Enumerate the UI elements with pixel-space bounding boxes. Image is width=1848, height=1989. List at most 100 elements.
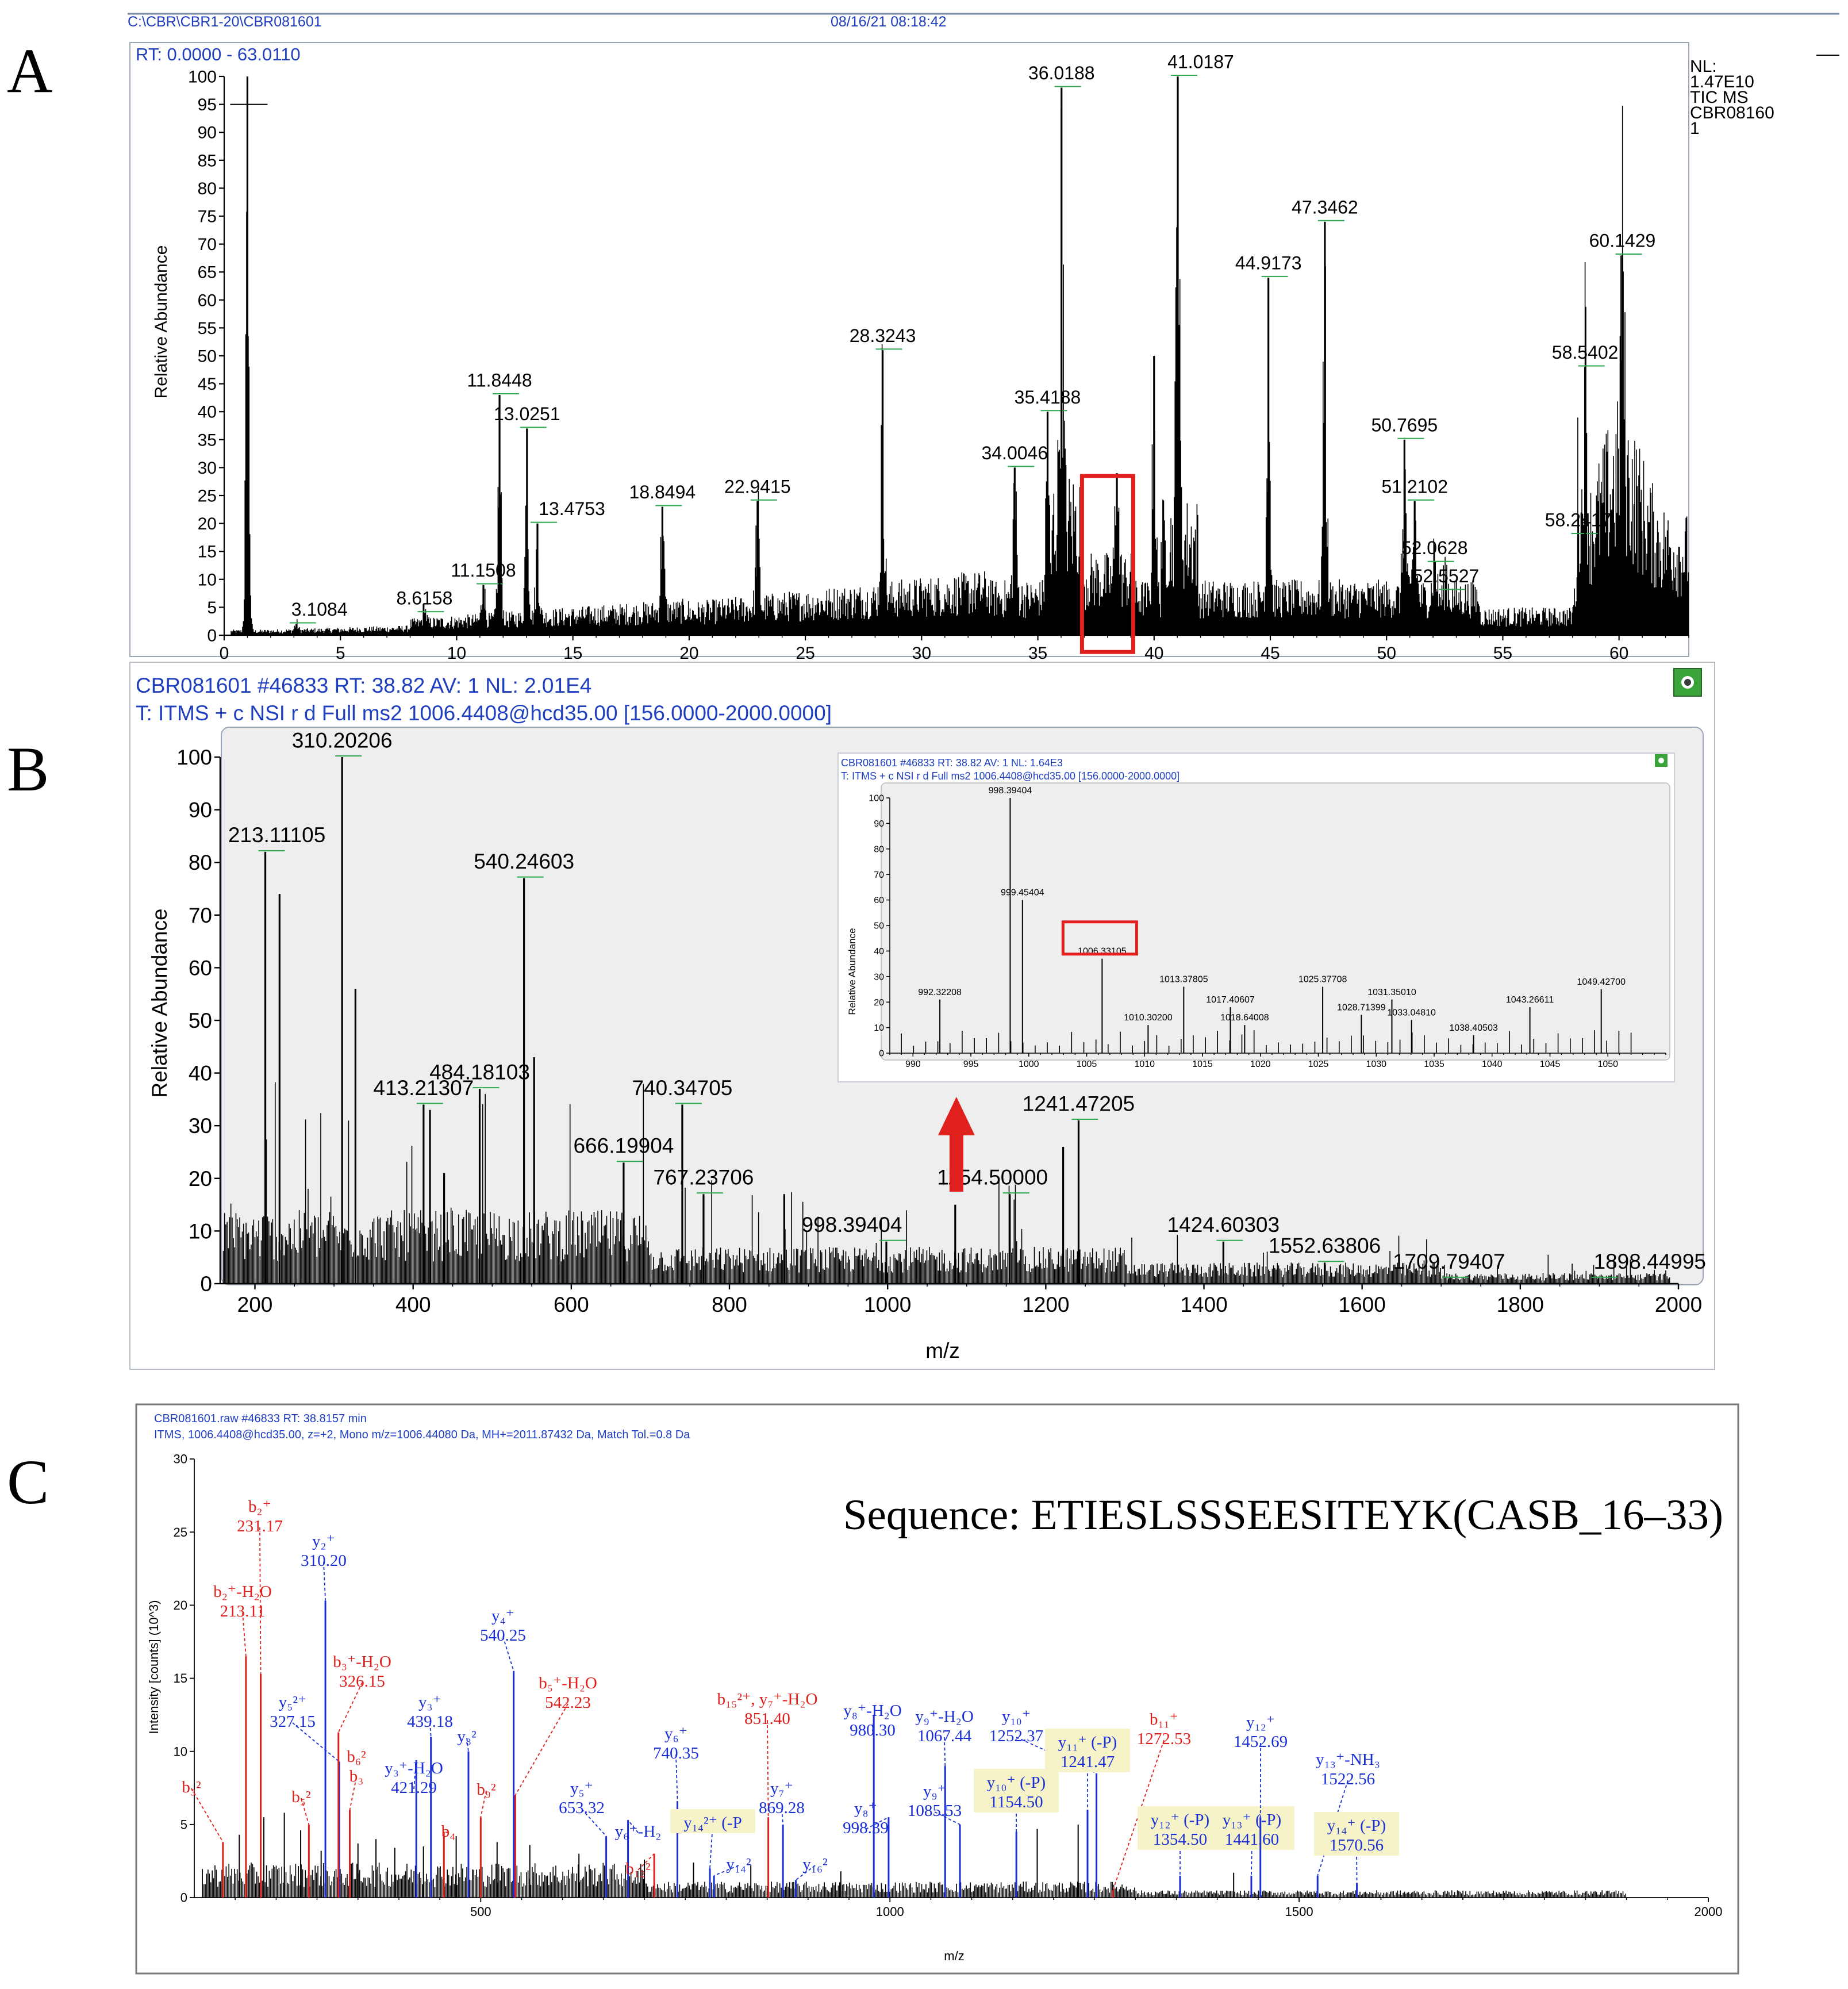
ion-label: 439.18: [407, 1712, 453, 1731]
panel-label-b: B: [7, 734, 49, 804]
x-tick-label: 1000: [864, 1293, 911, 1316]
x-tick-label: 1400: [1180, 1293, 1227, 1316]
y-tick-label: 90: [198, 124, 217, 143]
ion-leader: [191, 1788, 223, 1842]
y-tick-label: 80: [874, 844, 884, 854]
peak-label: 13.4753: [539, 498, 605, 519]
y-tick-label: 50: [189, 1009, 212, 1032]
ion-label: y₁₆²: [802, 1855, 828, 1873]
ion-leader: [515, 1704, 568, 1795]
ion-label: y₁₂⁺: [1246, 1713, 1275, 1731]
inset-peak-label: 1013.37805: [1159, 975, 1208, 985]
peak-label: 740.34705: [632, 1076, 732, 1100]
ion-label: 1570.56: [1330, 1836, 1384, 1854]
x-tick-label: 1045: [1540, 1059, 1561, 1069]
x-tick-label: 1005: [1077, 1059, 1097, 1069]
scan-header-b: CBR081601 #46833 RT: 38.82 AV: 1 NL: 2.0…: [136, 674, 591, 697]
tic-trace: [231, 106, 1688, 635]
arrow-shaft: [950, 1135, 963, 1192]
x-tick-label: 50: [1377, 644, 1396, 663]
ion-label: y₁₃⁺-NH₃: [1316, 1750, 1380, 1769]
peak-label: 41.0187: [1167, 52, 1234, 72]
inset-peak-label: 1017.40607: [1206, 995, 1255, 1005]
y-tick-label: 100: [869, 794, 884, 804]
ion-label: y₉⁺-H₂O: [915, 1707, 974, 1726]
ion-label: 326.15: [339, 1672, 385, 1691]
ion-label: b₂⁺: [248, 1497, 271, 1516]
ion-label: y₈²: [457, 1727, 477, 1746]
ion-label: y₉⁺: [923, 1782, 946, 1800]
ion-label: b₄: [441, 1822, 456, 1841]
inset-peak-label: 1033.04810: [1387, 1008, 1436, 1017]
x-tick-label: 1050: [1597, 1059, 1618, 1069]
x-tick-label: 995: [963, 1059, 979, 1069]
y-tick-label: 65: [198, 263, 217, 282]
y-tick-label: 0: [200, 1272, 212, 1296]
y-tick-label: 80: [198, 179, 217, 198]
x-tick-label: 1800: [1497, 1293, 1544, 1316]
scan-header-c: CBR081601.raw #46833 RT: 38.8157 min: [154, 1412, 367, 1425]
peak-label: 35.4188: [1015, 387, 1081, 408]
ion-label: b₃: [349, 1767, 364, 1786]
y-axis-label-c: Intensity [counts] (10^3): [147, 1600, 161, 1734]
panel-a: C:\CBR\CBR1-20\CBR081601 08/16/21 08:18:…: [128, 14, 1839, 663]
plot-a: 0510152025303540455055606570758085909510…: [188, 52, 1689, 663]
ion-label: b₁₁⁺: [1150, 1710, 1178, 1729]
ion-label: y₂⁺: [312, 1532, 335, 1550]
acquisition-datetime: 08/16/21 08:18:42: [831, 14, 947, 30]
panel-label-c: C: [7, 1447, 49, 1517]
peak-label: 1241.47205: [1023, 1092, 1135, 1115]
ion-label: y₁₄²: [726, 1855, 751, 1873]
ion-label: y₆⁺: [664, 1725, 687, 1743]
inset-peak-label: 1018.64008: [1220, 1013, 1269, 1023]
y-tick-label: 90: [189, 798, 212, 822]
ion-label: b₁₂²: [625, 1860, 651, 1878]
file-path: C:\CBR\CBR1-20\CBR081601: [128, 14, 322, 30]
x-tick-label: 40: [1144, 644, 1163, 663]
inset-peak-label: 998.39404: [989, 786, 1032, 796]
ion-label: y₁₃⁺ (-P): [1223, 1811, 1281, 1829]
y-tick-label: 70: [198, 235, 217, 254]
ion-label: y₃⁺-H₂O: [385, 1759, 443, 1777]
ion-label: 1272.53: [1137, 1730, 1191, 1748]
y-tick-label: 50: [198, 347, 217, 366]
ion-label: y₈⁺-H₂O: [843, 1702, 902, 1720]
y-tick-label: 50: [874, 921, 884, 931]
ion-label: 869.28: [759, 1799, 805, 1817]
nl-line-4: CBR08160: [1690, 103, 1774, 122]
ion-label: 231.17: [237, 1517, 283, 1535]
y-tick-label: 70: [874, 870, 884, 880]
y-tick-label: 30: [198, 459, 217, 478]
x-tick-label: 600: [554, 1293, 589, 1316]
peak-label: 34.0046: [981, 443, 1048, 463]
ion-label: 421.29: [391, 1779, 437, 1797]
ion-label: b₅⁺-H₂O: [539, 1674, 597, 1692]
y-tick-label: 15: [174, 1671, 187, 1685]
ion-label: 653.32: [559, 1799, 605, 1817]
x-tick-label: 990: [905, 1059, 921, 1069]
ion-label: 542.23: [545, 1694, 591, 1712]
peak-label: 52.5527: [1413, 566, 1480, 586]
y-tick-label: 85: [198, 151, 217, 170]
ion-label: 327.15: [270, 1712, 316, 1731]
ion-label: y₁₀⁺ (-P): [987, 1773, 1046, 1792]
y-tick-label: 45: [198, 375, 217, 394]
x-tick-label: 1015: [1192, 1059, 1213, 1069]
peak-label: 213.11105: [228, 823, 325, 847]
peak-label: 11.1508: [451, 560, 516, 581]
ion-label: y₈⁺: [854, 1799, 877, 1818]
x-tick-label: 1200: [1022, 1293, 1069, 1316]
peak-label: 1424.60303: [1167, 1213, 1280, 1237]
match-header-c: ITMS, 1006.4408@hcd35.00, z=+2, Mono m/z…: [154, 1429, 690, 1441]
inset-peak-label: 1038.40503: [1449, 1023, 1498, 1033]
panel-c: CBR081601.raw #46833 RT: 38.8157 min ITM…: [136, 1404, 1738, 1973]
peak-label: 1898.44995: [1594, 1250, 1706, 1273]
ion-label: 1452.69: [1234, 1733, 1288, 1751]
peak-label: 28.3243: [850, 325, 916, 346]
x-tick-label: 200: [237, 1293, 273, 1316]
ion-label: 1252.37: [989, 1727, 1043, 1745]
ion-label: 213.11: [220, 1602, 266, 1621]
y-tick-label: 40: [198, 403, 217, 422]
peak-label: 58.5402: [1552, 342, 1619, 363]
